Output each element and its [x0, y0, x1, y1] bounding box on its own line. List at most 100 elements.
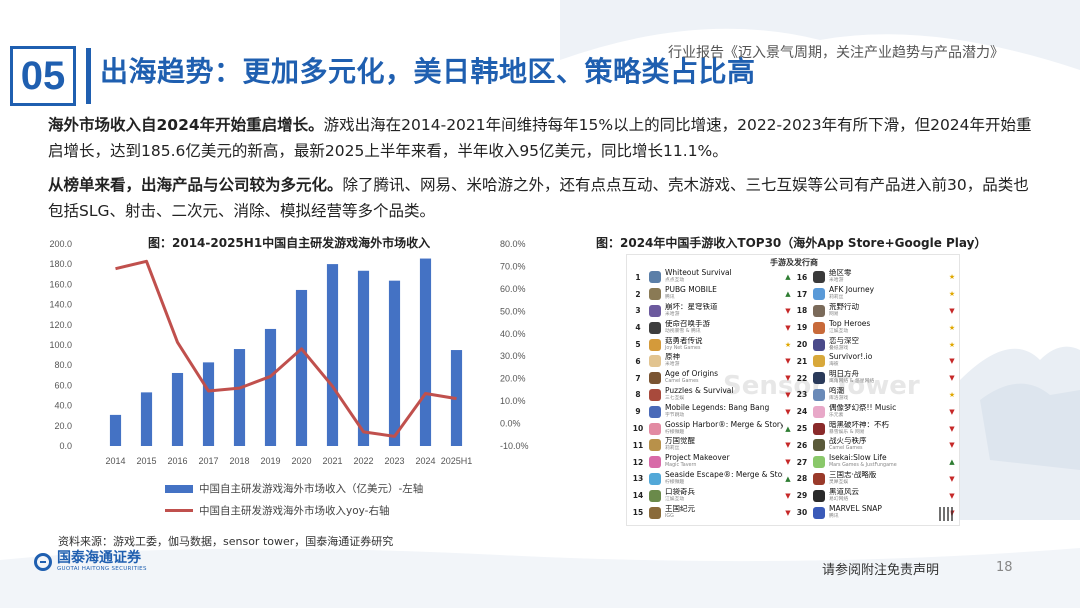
game-icon: [649, 456, 661, 469]
title-accent-bar: [86, 48, 91, 104]
right-chart-title: 图：2024年中国手游收入TOP30（海外App Store+Google Pl…: [596, 236, 987, 250]
left-axis-tick: 80.0: [54, 360, 72, 370]
game-name: Age of Origins: [665, 370, 719, 379]
game-icon: [649, 321, 661, 334]
rank-number: 30: [796, 508, 808, 518]
logo-icon: [34, 552, 52, 571]
rank-number: 21: [796, 356, 808, 366]
game-name: 恋与深空: [829, 336, 859, 345]
ranking-item: 9 Mobile Legends: Bang Bang 字节跳动 ▼: [631, 403, 795, 420]
game-icon: [813, 321, 825, 334]
ranking-item: 26 战火与秩序 Camel Games ▼: [795, 437, 959, 454]
legend-bar: 中国自主研发游戏海外市场收入（亿美元）-左轴: [165, 481, 423, 496]
publisher-name: 鹰角网络 & 悠星网络: [829, 379, 875, 385]
left-axis-tick: 0.0: [59, 441, 72, 451]
game-icon: [813, 405, 825, 418]
trend-icon: ▼: [785, 491, 791, 500]
game-icon: [813, 456, 825, 469]
chart-bar: [109, 414, 122, 446]
right-axis-tick: 70.0%: [500, 261, 526, 271]
game-icon: [813, 422, 825, 435]
rank-number: 29: [796, 491, 808, 501]
right-axis-tick: 40.0%: [500, 329, 526, 339]
trend-icon: ▼: [785, 407, 791, 416]
rank-number: 23: [796, 390, 808, 400]
trend-icon: ▼: [785, 458, 791, 467]
x-axis-tick: 2024: [415, 456, 435, 466]
company-logo: 国泰海通证券 GUOTAI HAITONG SECURITIES: [34, 551, 147, 572]
game-icon: [813, 288, 825, 301]
game-name: Gossip Harbor®: Merge & Story: [665, 420, 783, 429]
game-icon: [649, 405, 661, 418]
trend-icon: ▲: [785, 424, 791, 433]
rank-number: 22: [796, 373, 808, 383]
trend-icon: ▼: [785, 306, 791, 315]
x-axis-tick: 2015: [136, 456, 156, 466]
game-name: 原神: [665, 353, 680, 362]
rank-number: 12: [632, 457, 644, 467]
x-axis-tick: 2018: [229, 456, 249, 466]
legend-line-label: 中国自主研发游戏海外市场收入yoy-右轴: [199, 505, 390, 517]
ranking-item: 4 使命召唤手游 动视暴雪 & 腾讯 ▼: [631, 319, 795, 336]
game-icon: [649, 372, 661, 385]
game-icon: [649, 388, 661, 401]
game-icon: [649, 338, 661, 351]
game-name: Top Heroes: [829, 319, 871, 328]
rank-number: 19: [796, 323, 808, 333]
right-axis-tick: -10.0%: [500, 441, 529, 451]
x-axis-tick: 2020: [291, 456, 311, 466]
publisher-name: 三七互娱: [665, 395, 685, 401]
trend-icon: ▼: [785, 323, 791, 332]
game-icon: [649, 288, 661, 301]
chart-bar: [419, 258, 432, 446]
game-name: AFK Journey: [829, 286, 875, 295]
paragraph-2-lead: 从榜单来看，出海产品与公司较为多元化。: [48, 176, 343, 194]
right-axis-tick: 20.0%: [500, 374, 526, 384]
chart-bar: [233, 349, 246, 446]
ranking-item: 2 PUBG MOBILE 腾讯 ▲: [631, 286, 795, 303]
legend-line: 中国自主研发游戏海外市场收入yoy-右轴: [165, 503, 389, 518]
game-name: 明日方舟: [829, 370, 859, 379]
left-axis-tick: 140.0: [49, 300, 72, 310]
rank-number: 13: [632, 474, 644, 484]
publisher-name: 易幻网络: [829, 496, 849, 502]
rank-number: 2: [635, 289, 641, 299]
disclaimer: 请参阅附注免责声明: [822, 563, 940, 578]
publisher-name: 暴雪娱乐 & 网易: [829, 429, 865, 435]
publisher-name: 动视暴雪 & 腾讯: [665, 328, 701, 334]
game-name: MARVEL SNAP: [829, 504, 882, 513]
ranking-item: 6 原神 米哈游 ▼: [631, 353, 795, 370]
trend-icon: ★: [948, 390, 956, 399]
ranking-item: 13 Seaside Escape®: Merge & Story 柠檬微趣 ▲: [631, 471, 795, 488]
chart-bar: [388, 280, 401, 446]
paragraph-2-body: 除了腾讯、网易、米哈游之外，还有点点互动、壳木游戏、三七互娱等公司有产品进入前3…: [48, 176, 1029, 220]
right-axis-tick: 50.0%: [500, 306, 526, 316]
rank-number: 8: [635, 390, 641, 400]
source-note: 资料来源：游戏工委，伽马数据，sensor tower，国泰海通证券研究: [58, 535, 394, 548]
trend-icon: ▼: [949, 474, 955, 483]
trend-icon: ▲: [785, 474, 791, 483]
trend-icon: ▼: [785, 508, 791, 517]
game-name: 口袋奇兵: [665, 487, 695, 496]
ranking-item: 16 绝区零 米哈游 ★: [795, 269, 959, 286]
game-name: Project Makeover: [665, 454, 730, 463]
x-axis-tick: 2021: [322, 456, 342, 466]
ranking-item: 25 暗黑破坏神：不朽 暴雪娱乐 & 网易 ▼: [795, 420, 959, 437]
publisher-name: 字节跳动: [665, 412, 685, 418]
rank-number: 26: [796, 440, 808, 450]
publisher-name: 灵犀互娱: [829, 479, 849, 485]
rank-number: 1: [635, 272, 641, 282]
publisher-name: 江娱互动: [829, 328, 849, 334]
chart-bar: [326, 264, 339, 446]
game-icon: [813, 489, 825, 502]
ranking-item: 23 鸣潮 库洛游戏 ★: [795, 387, 959, 404]
rank-number: 11: [632, 440, 644, 450]
game-icon: [649, 422, 661, 435]
game-name: 三国志·战略版: [829, 470, 877, 479]
game-name: 菇勇者传说: [665, 336, 703, 345]
x-axis-tick: 2023: [384, 456, 404, 466]
game-icon: [813, 304, 825, 317]
page-header: 05 出海趋势：更加多元化，美日韩地区、策略类占比高 行业报告《迈入景气周期，关…: [0, 40, 1080, 112]
trend-icon: ▼: [949, 491, 955, 500]
game-icon: [813, 355, 825, 368]
